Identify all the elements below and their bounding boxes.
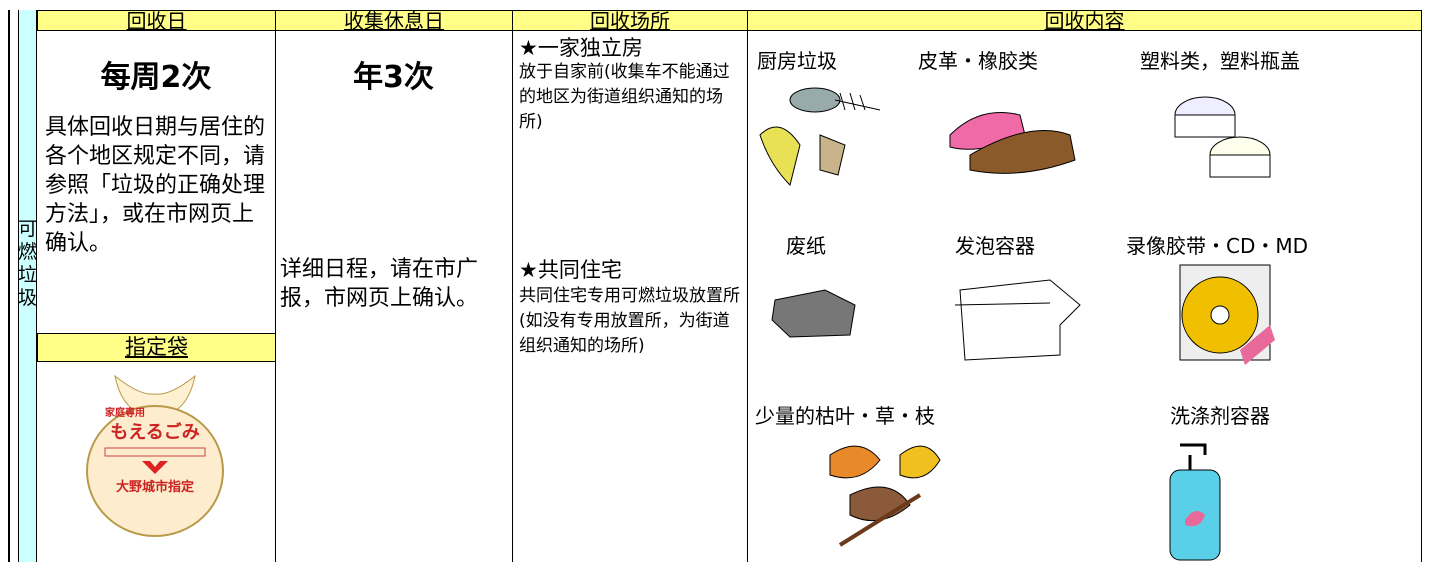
table [8,10,1422,562]
row-label-cell [18,10,37,562]
divider [275,10,276,562]
divider [512,10,513,562]
location-note: 放于自家前(收集车不能通过的地区为街道组织通知的场所) [519,62,730,132]
item-label: 洗涤剂容器 [1170,404,1270,428]
note: 详细日程，请在市广报，市网页上确认。 [280,257,479,311]
location-note: 共同住宅专用可燃垃圾放置所(如没有专用放置所，为街道组织通知的场所) [519,286,740,356]
item-label: 皮革・橡胶类 [918,49,1038,73]
item-label: 发泡容器 [955,234,1035,258]
item-label: 废纸 [786,234,826,258]
item-label: 塑料类，塑料瓶盖 [1140,49,1300,73]
bag-title: 指定袋 [37,333,276,362]
divider [747,10,748,562]
bag-text: もえるごみ [110,421,199,443]
header: 收集休息日 [275,10,513,31]
item-label: 少量的枯叶・草・枝 [755,404,935,428]
location-title: ★一家独立房 [519,36,643,60]
bag-text: 家庭専用 [105,406,145,419]
location-title: ★共同住宅 [519,258,622,282]
item-label: 厨房垃圾 [757,49,837,73]
header: 回收场所 [512,10,748,31]
note: 具体回收日期与居住的各个地区规定不同，请参照「垃圾的正确处理方法」，或在市网页上… [45,115,266,256]
bag-text: 大野城市指定 [116,479,194,495]
item-illustrations [759,87,1275,561]
row-label: 可燃垃圾 [18,218,38,309]
bag-illustration: 家庭専用 もえるごみ 大野城市指定 [86,374,224,537]
frequency: 年3次 [353,60,434,95]
frequency: 每周2次 [100,60,212,95]
header: 回收内容 [747,10,1422,31]
divider [1421,10,1422,562]
item-label: 录像胶带・CD・MD [1126,234,1309,258]
header: 回收日 [37,10,276,31]
rule [37,333,276,334]
